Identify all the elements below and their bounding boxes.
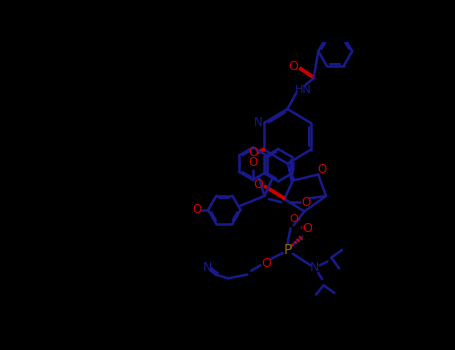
Text: HN: HN <box>294 85 311 95</box>
Text: N: N <box>254 116 263 130</box>
Text: O: O <box>318 163 327 176</box>
Text: N: N <box>287 161 296 174</box>
Text: O: O <box>192 203 201 216</box>
Polygon shape <box>288 164 295 181</box>
Text: O: O <box>248 146 258 159</box>
Text: O: O <box>288 60 298 73</box>
Text: O: O <box>302 222 312 235</box>
Text: O: O <box>262 257 272 270</box>
Text: O: O <box>301 196 311 209</box>
Text: O: O <box>253 178 263 191</box>
Text: P: P <box>283 243 292 257</box>
Text: ": " <box>296 218 300 227</box>
Text: N: N <box>203 261 212 274</box>
Text: N: N <box>310 261 319 274</box>
Text: O: O <box>248 156 258 169</box>
Text: ": " <box>299 225 303 235</box>
Text: O: O <box>289 214 298 224</box>
